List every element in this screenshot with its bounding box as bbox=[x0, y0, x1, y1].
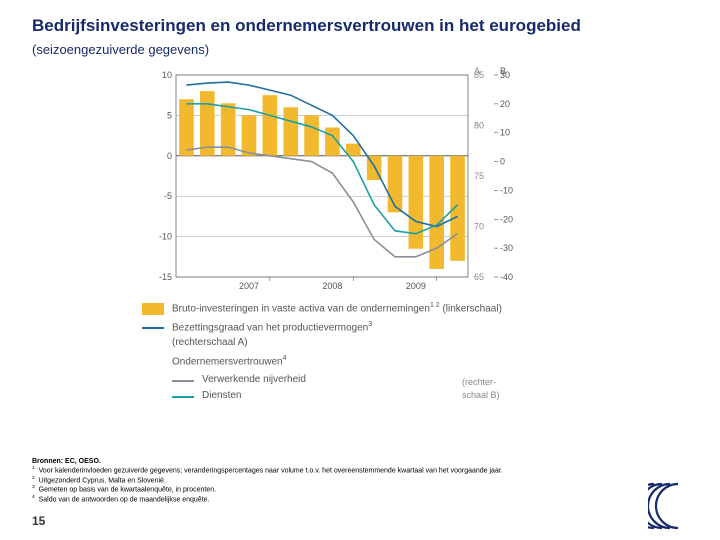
svg-text:5: 5 bbox=[167, 110, 172, 120]
svg-text:B: B bbox=[500, 66, 506, 76]
legend: Bruto-investeringen in vaste activa van … bbox=[142, 301, 522, 405]
svg-text:2007: 2007 bbox=[239, 281, 259, 291]
svg-text:-10: -10 bbox=[500, 185, 513, 195]
svg-text:70: 70 bbox=[474, 222, 484, 232]
sources-block: Bronnen: EC, OESO. 1 Voor kalenderinvloe… bbox=[32, 457, 503, 504]
svg-text:0: 0 bbox=[500, 157, 505, 167]
source-note-1: 1 Voor kalenderinvloeden gezuiverde gege… bbox=[32, 466, 503, 475]
svg-text:-15: -15 bbox=[159, 272, 172, 282]
diensten-swatch bbox=[172, 396, 194, 398]
svg-text:2008: 2008 bbox=[322, 281, 342, 291]
svg-text:A: A bbox=[474, 66, 480, 76]
svg-text:-40: -40 bbox=[500, 272, 513, 282]
bars-swatch bbox=[142, 303, 164, 315]
sources-header: Bronnen: EC, OESO. bbox=[32, 457, 503, 466]
brand-logo-icon bbox=[648, 482, 704, 530]
source-note-3: 3 Gemeten op basis van de kwartaalenquêt… bbox=[32, 485, 503, 494]
svg-text:65: 65 bbox=[474, 272, 484, 282]
svg-text:0: 0 bbox=[167, 151, 172, 161]
legend-diensten-label: Diensten bbox=[202, 389, 241, 403]
chart-container: -15-10-505108580757065A3020100-10-20-30-… bbox=[142, 65, 522, 405]
svg-text:80: 80 bbox=[474, 121, 484, 131]
svg-text:-20: -20 bbox=[500, 214, 513, 224]
source-note-4: 4 Saldo van de antwoorden op de maandeli… bbox=[32, 495, 503, 504]
svg-text:2009: 2009 bbox=[406, 281, 426, 291]
combo-chart: -15-10-505108580757065A3020100-10-20-30-… bbox=[142, 65, 522, 295]
nijverheid-swatch bbox=[172, 380, 194, 382]
svg-text:20: 20 bbox=[500, 99, 510, 109]
legend-right-scale: (rechter-schaal B) bbox=[462, 376, 522, 401]
page-subtitle: (seizoengezuiverde gegevens) bbox=[32, 42, 700, 57]
page-number: 15 bbox=[32, 514, 45, 528]
svg-text:10: 10 bbox=[500, 128, 510, 138]
svg-text:-5: -5 bbox=[164, 191, 172, 201]
svg-text:-10: -10 bbox=[159, 232, 172, 242]
svg-text:-30: -30 bbox=[500, 243, 513, 253]
legend-bars-label: Bruto-investeringen in vaste activa van … bbox=[172, 301, 502, 316]
legend-bezetting-label: Bezettingsgraad van het productievermoge… bbox=[172, 320, 372, 349]
svg-text:75: 75 bbox=[474, 171, 484, 181]
legend-ondernemers-header: Ondernemersvertrouwen4 bbox=[172, 354, 287, 369]
source-note-2: 2 Uitgezonderd Cyprus, Malta en Slovenië… bbox=[32, 476, 503, 485]
page-title: Bedrijfsinvesteringen en ondernemersvert… bbox=[32, 16, 700, 36]
bezetting-swatch bbox=[142, 327, 164, 329]
legend-nijverheid-label: Verwerkende nijverheid bbox=[202, 373, 306, 387]
svg-text:10: 10 bbox=[162, 70, 172, 80]
